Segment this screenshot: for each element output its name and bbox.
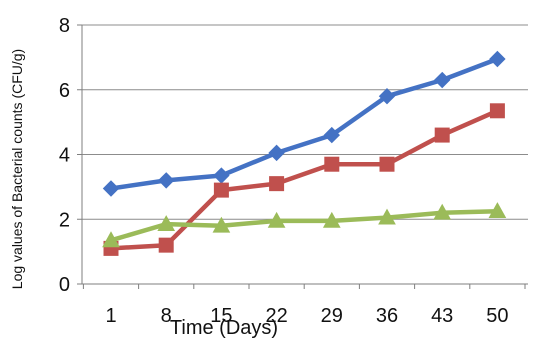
series-triangle xyxy=(102,202,507,248)
y-tick-label: 0 xyxy=(59,274,70,296)
x-tick-label: 22 xyxy=(265,305,287,327)
data-point xyxy=(102,231,120,248)
data-point xyxy=(213,167,230,184)
data-point xyxy=(268,144,285,162)
x-axis-title: Time (Days) xyxy=(170,317,278,339)
series-layer xyxy=(102,50,507,256)
data-point xyxy=(433,71,451,89)
data-point xyxy=(322,211,341,228)
y-tick-label: 8 xyxy=(59,15,70,37)
data-point xyxy=(434,127,450,143)
x-tick-labels: 1 8 15 22 29 36 43 50 xyxy=(105,305,508,327)
y-tick-label: 4 xyxy=(59,145,70,167)
y-axis-title: Log values of Bacterial counts (CFU/g) xyxy=(9,49,25,289)
x-tick-label: 8 xyxy=(161,305,172,327)
data-point xyxy=(488,202,507,219)
series-square xyxy=(103,103,505,256)
x-tick-label: 36 xyxy=(376,305,398,327)
y-tick-labels: 0 2 4 6 8 xyxy=(59,15,70,296)
data-point xyxy=(378,88,396,105)
data-point xyxy=(433,203,452,220)
data-point xyxy=(157,172,175,189)
x-tick-label: 50 xyxy=(486,305,508,327)
data-point xyxy=(102,180,120,197)
data-point xyxy=(267,211,286,228)
data-point xyxy=(213,182,229,198)
series-line xyxy=(108,56,500,191)
x-tick-label: 29 xyxy=(321,305,343,327)
series-line xyxy=(108,108,500,251)
x-tick-label: 1 xyxy=(105,305,116,327)
y-tick-label: 2 xyxy=(59,209,70,231)
series-diamond xyxy=(102,50,506,197)
data-point xyxy=(379,156,395,172)
data-point xyxy=(212,216,231,233)
data-point xyxy=(323,126,341,144)
data-point xyxy=(158,237,174,253)
data-point xyxy=(378,208,396,225)
data-point xyxy=(157,215,176,232)
gridlines xyxy=(82,24,528,220)
axes xyxy=(77,24,528,289)
data-point xyxy=(489,103,505,119)
data-point xyxy=(269,176,285,192)
x-tick-label: 43 xyxy=(431,305,453,327)
series-line xyxy=(108,208,500,243)
data-point xyxy=(489,50,506,68)
y-tick-label: 6 xyxy=(59,80,70,102)
data-point xyxy=(324,156,340,172)
x-tick-label: 15 xyxy=(210,305,232,327)
